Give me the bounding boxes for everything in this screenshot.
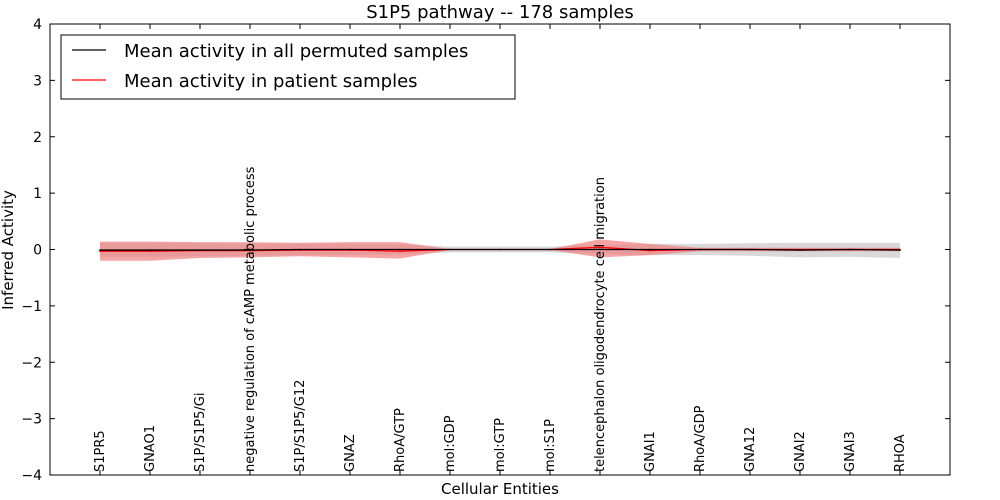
point-series-0-5 (349, 248, 351, 251)
point-series-0-3 (249, 249, 251, 251)
y-tick-label-4: 0 (33, 243, 42, 259)
category-label-4: S1P/S1P5/G12 (293, 380, 308, 472)
y-axis-ticks: 4 3 2 1 0 −1 −2 −3 −4 (21, 17, 950, 484)
point-series-0-6 (399, 248, 401, 251)
point-series-0-1 (149, 249, 151, 251)
y-tick-label-0: 4 (33, 17, 42, 33)
point-series-0-9 (549, 248, 551, 251)
x-axis-title: Cellular Entities (441, 480, 559, 498)
point-series-1-1 (149, 250, 151, 252)
point-series-1-10 (599, 246, 601, 249)
category-label-11: GNAI1 (643, 431, 658, 472)
point-series-0-7 (449, 248, 451, 251)
category-label-0: S1PR5 (93, 430, 108, 472)
y-tick-label-2: 2 (33, 130, 42, 146)
legend: Mean activity in all permuted samples Me… (60, 34, 516, 100)
category-label-7: mol:GDP (443, 415, 458, 472)
category-label-2: S1P/S1P5/Gi (193, 393, 208, 472)
legend-box (60, 34, 516, 100)
point-series-0-0 (99, 249, 101, 251)
point-series-1-11 (649, 249, 651, 252)
legend-label-permuted: Mean activity in all permuted samples (124, 41, 468, 62)
point-series-1-0 (99, 250, 101, 252)
category-label-14: GNAI2 (793, 431, 808, 472)
category-label-5: GNAZ (343, 434, 358, 472)
point-series-0-16 (899, 249, 901, 251)
y-axis-title: Inferred Activity (0, 190, 17, 310)
point-series-0-4 (299, 248, 301, 251)
category-label-15: GNAI3 (843, 431, 858, 472)
y-tick-label-6: −2 (21, 355, 42, 371)
category-label-3: negative regulation of cAMP metabolic pr… (243, 166, 258, 472)
chart-title: S1P5 pathway -- 178 samples (366, 2, 634, 23)
point-series-0-2 (199, 249, 201, 251)
point-series-0-10 (599, 248, 601, 251)
point-series-0-11 (649, 248, 651, 251)
category-label-6: RhoA/GTP (393, 408, 408, 472)
category-label-12: RhoA/GDP (693, 405, 708, 472)
legend-label-patient: Mean activity in patient samples (124, 71, 418, 92)
point-series-0-8 (499, 248, 501, 251)
point-series-1-6 (399, 250, 401, 252)
category-label-10: telencephalon oligodendrocyte cell migra… (593, 177, 608, 472)
category-label-16: RHOA (893, 434, 908, 472)
plot-frame (49, 23, 951, 476)
point-series-0-12 (699, 248, 701, 251)
y-tick-label-1: 3 (33, 73, 42, 89)
point-series-0-14 (799, 249, 801, 251)
category-label-1: GNAO1 (143, 425, 158, 472)
x-axis-ticks (99, 24, 901, 475)
category-label-9: mol:S1P (543, 419, 558, 472)
point-series-0-13 (749, 248, 751, 251)
y-tick-label-5: −1 (21, 299, 42, 315)
category-labels: S1PR5 GNAO1 S1P/S1P5/Gi negative regulation… (93, 166, 908, 472)
category-label-8: mol:GTP (493, 418, 508, 472)
y-tick-label-3: 1 (33, 186, 42, 202)
category-label-13: GNA12 (743, 427, 758, 472)
y-tick-label-8: −4 (21, 468, 42, 484)
series-lines (99, 246, 901, 252)
y-tick-label-7: −3 (21, 412, 42, 428)
point-series-0-15 (849, 248, 851, 251)
